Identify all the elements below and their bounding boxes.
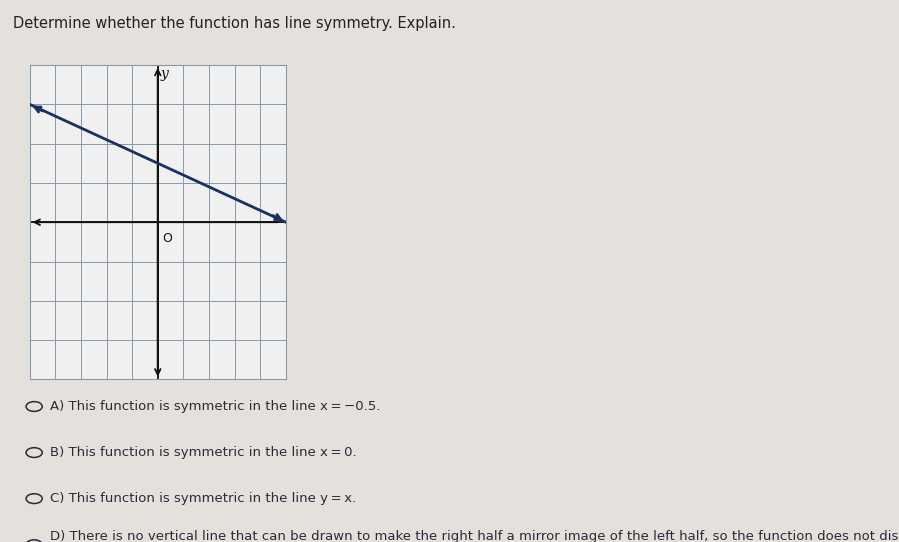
Text: C) This function is symmetric in the line y = x.: C) This function is symmetric in the lin… (50, 492, 357, 505)
Text: Determine whether the function has line symmetry. Explain.: Determine whether the function has line … (13, 16, 457, 31)
Text: A) This function is symmetric in the line x = −0.5.: A) This function is symmetric in the lin… (50, 400, 380, 413)
Text: D) There is no vertical line that can be drawn to make the right half a mirror i: D) There is no vertical line that can be… (50, 530, 899, 542)
Text: B) This function is symmetric in the line x = 0.: B) This function is symmetric in the lin… (50, 446, 357, 459)
Text: O: O (163, 232, 173, 245)
Text: y: y (161, 67, 169, 81)
